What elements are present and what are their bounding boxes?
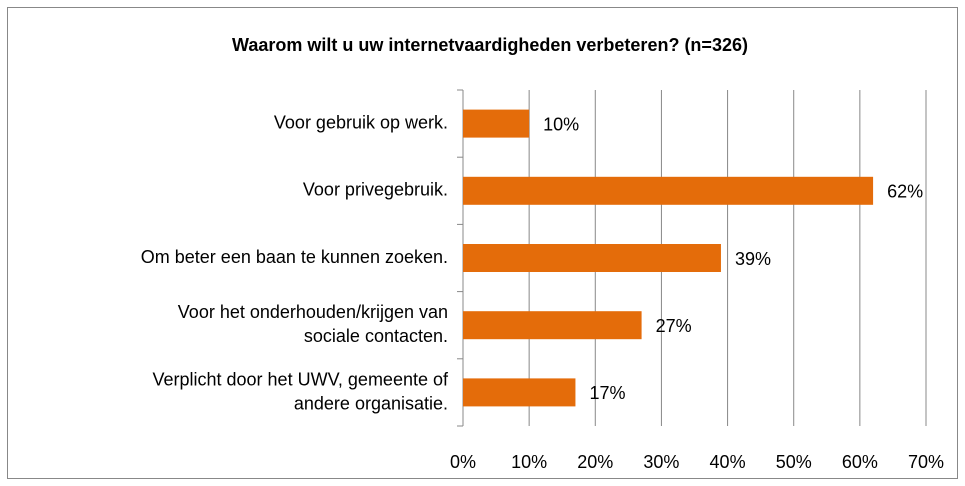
data-label: 62% — [887, 182, 923, 202]
y-tick-label: Verplicht door het UWV, gemeente of ander… — [152, 369, 449, 413]
bar — [463, 176, 874, 205]
y-tick-label: Voor privegebruik. — [303, 180, 448, 200]
chart-border — [7, 7, 958, 479]
bar — [463, 378, 576, 407]
data-label: 39% — [735, 249, 771, 269]
bar — [463, 109, 530, 138]
x-tick-label: 60% — [842, 452, 878, 472]
x-tick-label: 0% — [450, 452, 476, 472]
x-tick-label: 70% — [908, 452, 944, 472]
x-tick-label: 50% — [776, 452, 812, 472]
x-tick-label: 10% — [511, 452, 547, 472]
y-tick-label: Voor het onderhouden/krijgen van sociale … — [178, 302, 448, 346]
x-tick-label: 40% — [710, 452, 746, 472]
data-label: 27% — [656, 316, 692, 336]
y-tick-label: Voor gebruik op werk. — [274, 112, 448, 132]
chart-title: Waarom wilt u uw internetvaardigheden ve… — [232, 35, 748, 55]
x-tick-label: 20% — [577, 452, 613, 472]
y-tick-label: Om beter een baan te kunnen zoeken. — [141, 247, 448, 267]
bar — [463, 311, 642, 340]
data-label: 17% — [589, 383, 625, 403]
data-label: 10% — [543, 114, 579, 134]
bar — [463, 244, 721, 272]
x-tick-label: 30% — [643, 452, 679, 472]
